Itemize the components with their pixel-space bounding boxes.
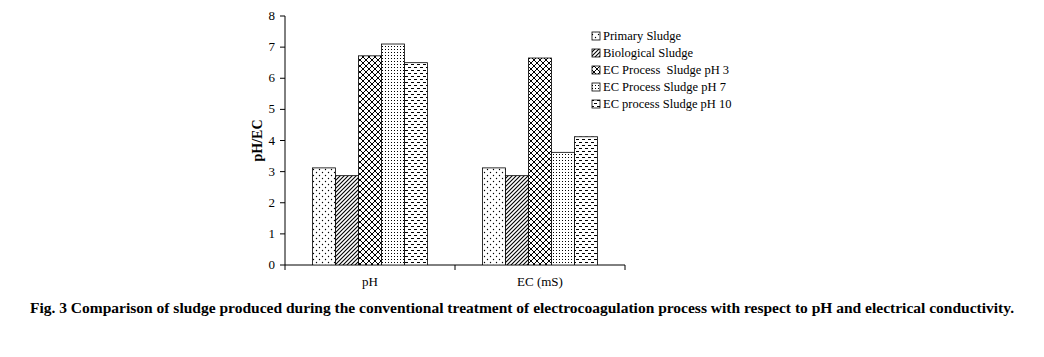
legend-label: Biological Sludge [603, 46, 693, 60]
x-tick-label: pH [362, 274, 378, 289]
y-tick [280, 16, 285, 17]
bar [529, 58, 552, 265]
bar [336, 176, 359, 265]
legend-label: EC Process Sludge pH 7 [603, 80, 726, 94]
bars [313, 44, 598, 265]
y-tick [280, 140, 285, 141]
x-tick [455, 265, 456, 270]
bar [313, 168, 336, 265]
y-tick-label: 0 [269, 257, 276, 272]
legend-swatch [592, 32, 600, 40]
y-tick-label: 2 [269, 195, 276, 210]
bar [575, 137, 598, 265]
legend-swatch [592, 83, 600, 91]
y-tick-label: 1 [269, 226, 276, 241]
bar [552, 152, 575, 265]
bar [359, 56, 382, 265]
x-tick-label: EC (mS) [517, 274, 563, 289]
bar [506, 176, 529, 265]
legend-label: Primary Sludge [603, 29, 682, 43]
bar [483, 168, 506, 265]
legend-label: EC process Sludge pH 10 [603, 97, 731, 111]
y-tick-label: 5 [269, 101, 276, 116]
y-tick-label: 7 [269, 39, 276, 54]
y-tick-label: 6 [269, 70, 276, 85]
legend-swatch [592, 49, 600, 57]
caption: Fig. 3 Comparison of sludge produced dur… [12, 298, 1032, 317]
y-tick [280, 171, 285, 172]
y-tick [280, 78, 285, 79]
chart: 0 1 2 3 4 5 6 7 8 pH/EC pH EC (mS) Primary Sludge Bio… [0, 0, 1044, 300]
y-tick [280, 202, 285, 203]
x-tick [285, 265, 286, 270]
y-tick [280, 109, 285, 110]
legend-swatch [592, 100, 600, 108]
bar [382, 44, 405, 265]
y-tick [280, 47, 285, 48]
y-tick-label: 8 [269, 8, 276, 23]
y-tick [280, 233, 285, 234]
legend-label: EC Process Sludge pH 3 [603, 63, 729, 77]
y-axis-label: pH/EC [250, 119, 265, 161]
legend-swatch [592, 66, 600, 74]
bar [405, 63, 428, 265]
x-tick [625, 265, 626, 270]
y-tick [280, 265, 285, 266]
y-tick-label: 4 [269, 133, 276, 148]
y-tick-label: 3 [269, 164, 276, 179]
